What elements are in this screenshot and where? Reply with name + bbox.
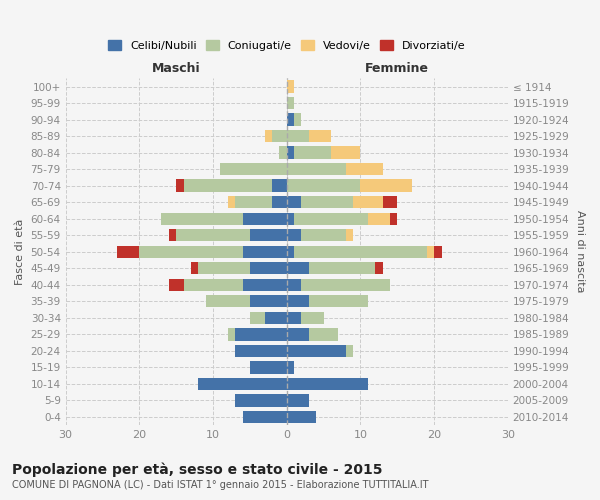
Bar — [301, 278, 390, 291]
Bar — [301, 312, 323, 324]
Bar — [287, 180, 361, 192]
Bar — [228, 328, 235, 340]
Text: Popolazione per età, sesso e stato civile - 2015: Popolazione per età, sesso e stato civil… — [12, 462, 383, 477]
Bar — [287, 295, 309, 308]
Bar — [287, 328, 309, 340]
Bar — [176, 229, 250, 241]
Bar — [250, 262, 287, 274]
Bar — [346, 344, 353, 357]
Bar — [250, 361, 287, 374]
Bar — [390, 212, 397, 225]
Bar — [272, 196, 287, 208]
Text: Femmine: Femmine — [365, 62, 429, 75]
Bar — [287, 278, 301, 291]
Bar — [272, 130, 287, 142]
Bar — [301, 229, 346, 241]
Bar — [206, 295, 250, 308]
Bar — [235, 328, 287, 340]
Bar — [346, 229, 353, 241]
Bar — [235, 196, 272, 208]
Bar — [117, 246, 139, 258]
Bar — [375, 262, 383, 274]
Bar — [346, 163, 383, 175]
Bar — [309, 262, 375, 274]
Bar — [287, 196, 301, 208]
Bar — [139, 246, 242, 258]
Bar — [287, 97, 294, 110]
Bar — [287, 146, 294, 159]
Bar — [228, 196, 235, 208]
Bar — [287, 262, 309, 274]
Bar — [250, 295, 287, 308]
Bar — [191, 262, 199, 274]
Bar — [287, 312, 301, 324]
Bar — [383, 196, 397, 208]
Bar — [161, 212, 242, 225]
Bar — [294, 212, 368, 225]
Bar — [250, 312, 265, 324]
Bar — [199, 262, 250, 274]
Bar — [184, 278, 242, 291]
Legend: Celibi/Nubili, Coniugati/e, Vedovi/e, Divorziati/e: Celibi/Nubili, Coniugati/e, Vedovi/e, Di… — [103, 36, 470, 55]
Bar — [309, 130, 331, 142]
Bar — [242, 278, 287, 291]
Bar — [242, 410, 287, 423]
Bar — [265, 130, 272, 142]
Bar — [309, 295, 368, 308]
Bar — [265, 312, 287, 324]
Bar — [220, 163, 287, 175]
Bar — [368, 212, 390, 225]
Y-axis label: Anni di nascita: Anni di nascita — [575, 210, 585, 293]
Bar — [361, 180, 412, 192]
Bar — [294, 246, 427, 258]
Bar — [287, 130, 309, 142]
Bar — [169, 229, 176, 241]
Bar — [287, 246, 294, 258]
Bar — [353, 196, 383, 208]
Bar — [287, 361, 294, 374]
Bar — [235, 394, 287, 406]
Bar — [287, 114, 294, 126]
Bar — [294, 146, 331, 159]
Bar — [301, 196, 353, 208]
Bar — [287, 163, 346, 175]
Bar — [434, 246, 442, 258]
Text: Maschi: Maschi — [152, 62, 200, 75]
Bar — [287, 410, 316, 423]
Bar — [199, 378, 287, 390]
Bar — [242, 212, 287, 225]
Bar — [331, 146, 361, 159]
Bar — [294, 114, 301, 126]
Bar — [235, 344, 287, 357]
Bar — [309, 328, 338, 340]
Bar — [427, 246, 434, 258]
Text: COMUNE DI PAGNONA (LC) - Dati ISTAT 1° gennaio 2015 - Elaborazione TUTTITALIA.IT: COMUNE DI PAGNONA (LC) - Dati ISTAT 1° g… — [12, 480, 428, 490]
Bar — [287, 344, 346, 357]
Bar — [184, 180, 272, 192]
Bar — [176, 180, 184, 192]
Bar — [287, 212, 294, 225]
Bar — [287, 80, 294, 93]
Bar — [169, 278, 184, 291]
Bar — [280, 146, 287, 159]
Bar — [250, 229, 287, 241]
Bar — [287, 378, 368, 390]
Bar — [287, 394, 309, 406]
Bar — [272, 180, 287, 192]
Y-axis label: Fasce di età: Fasce di età — [15, 218, 25, 285]
Bar — [242, 246, 287, 258]
Bar — [287, 229, 301, 241]
